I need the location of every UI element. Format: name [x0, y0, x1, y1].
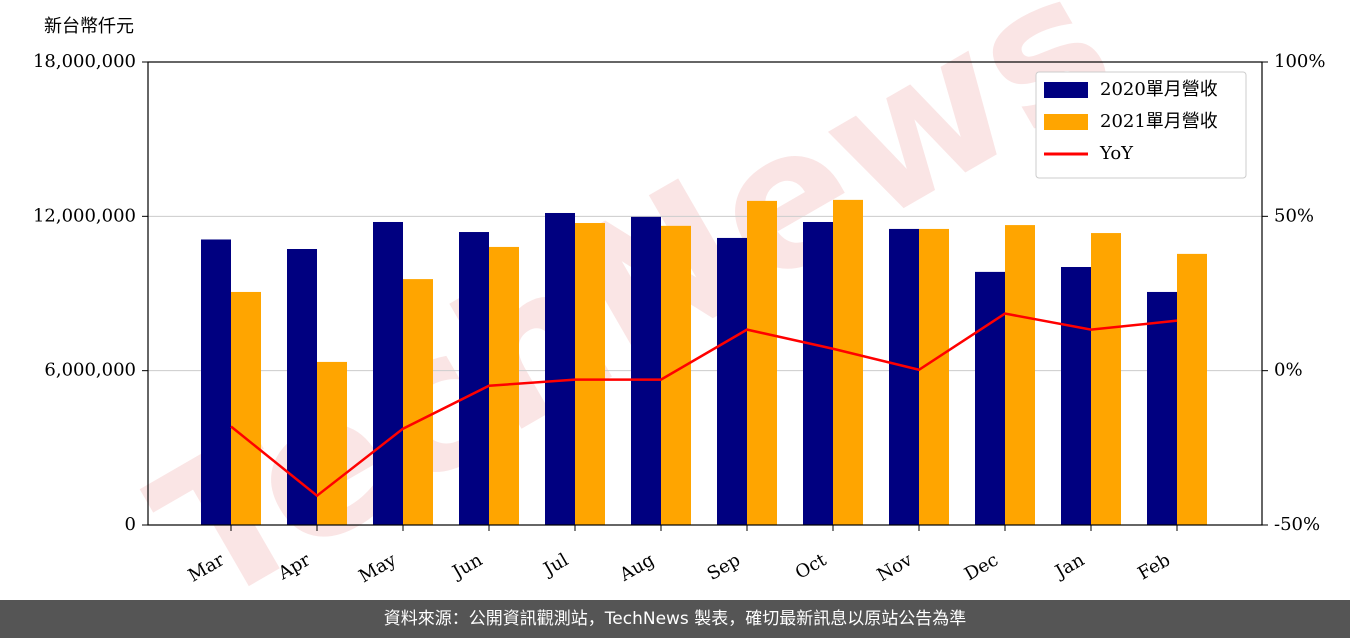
y-tick-label: 6,000,000: [44, 360, 136, 381]
legend-label: 2020單月營收: [1100, 79, 1218, 100]
y2-tick-label: -50%: [1274, 514, 1320, 535]
footer: 資料來源：公開資訊觀測站，TechNews 製表，確切最新訊息以原站公告為準: [0, 600, 1350, 638]
bar: [459, 232, 489, 525]
bar: [833, 199, 863, 526]
bar: [545, 212, 575, 525]
line: [230, 312, 1178, 498]
bar: [919, 228, 949, 525]
bar: [1005, 225, 1035, 525]
bar: [231, 291, 261, 525]
bar: [1147, 291, 1177, 525]
bar: [747, 200, 777, 525]
y2-tick-label: 100%: [1274, 51, 1325, 72]
bar: [975, 271, 1005, 525]
x-tick-label: Jul: [538, 549, 572, 581]
y-tick-label: 18,000,000: [33, 51, 136, 72]
x-tick-label: Sep: [704, 549, 744, 584]
y-tick-label: 12,000,000: [33, 205, 136, 226]
y-tick-label: 0: [125, 514, 136, 535]
x-tick-label: Jun: [447, 549, 486, 584]
y2-tick-label: 50%: [1274, 205, 1314, 226]
bar: [803, 221, 833, 525]
bar: [201, 239, 231, 525]
bar: [287, 249, 317, 525]
legend-swatch: [1044, 82, 1088, 98]
x-tick-label: Oct: [792, 549, 831, 584]
x-tick-label: Nov: [874, 549, 917, 586]
bar: [403, 279, 433, 525]
bar: [1061, 267, 1091, 525]
bar: [889, 228, 919, 525]
x-tick-label: Aug: [615, 549, 658, 586]
x-tick-label: Jan: [1050, 549, 1088, 583]
bar: [1177, 253, 1207, 526]
bar: [373, 221, 403, 525]
x-tick-label: Dec: [961, 549, 1002, 585]
plot-frame: [147, 61, 1263, 526]
bar: [317, 361, 347, 525]
legend-box: [1035, 71, 1247, 179]
x-tick-label: Feb: [1134, 549, 1174, 584]
legend-label: YoY: [1099, 143, 1134, 164]
bar: [717, 237, 747, 525]
bar: [631, 216, 661, 525]
bar: [1091, 233, 1121, 525]
bar: [575, 223, 605, 525]
legend-label: 2021單月營收: [1100, 111, 1218, 132]
chart: TechNews 新台幣仟元 06,000,00012,000,00018,00…: [33, 0, 1326, 600]
y2-tick-label: 0%: [1274, 360, 1303, 381]
y-axis-label: 新台幣仟元: [44, 16, 134, 37]
legend-swatch: [1044, 114, 1088, 130]
bar: [661, 225, 691, 525]
